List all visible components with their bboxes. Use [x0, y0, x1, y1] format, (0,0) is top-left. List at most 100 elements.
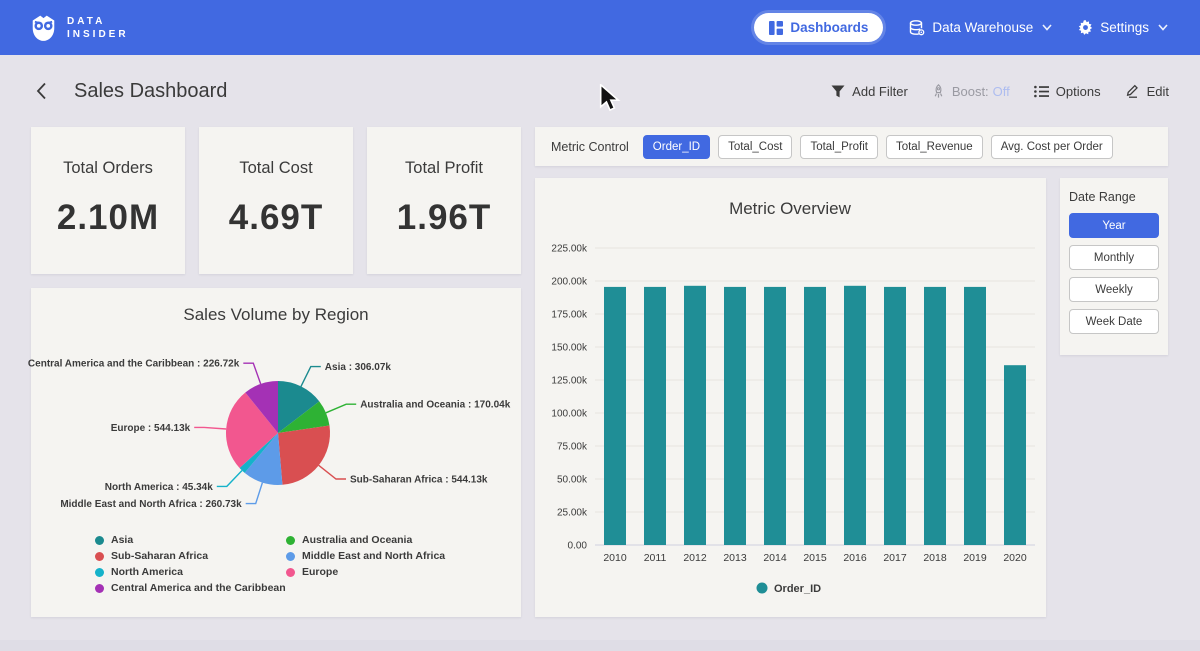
- bar-chart-title: Metric Overview: [729, 199, 852, 218]
- legend-item-asia[interactable]: Asia: [95, 534, 286, 546]
- metric-option-avg-cost-per-order[interactable]: Avg. Cost per Order: [991, 135, 1113, 159]
- brand-name: DATA INSIDER: [67, 15, 129, 41]
- legend-item-north-america[interactable]: North America: [95, 566, 286, 578]
- y-tick-label: 225.00k: [551, 244, 588, 255]
- sales-volume-chart-card: Sales Volume by Region Asia : 306.07k Aus…: [31, 288, 521, 617]
- y-tick-label: 75.00k: [557, 442, 588, 453]
- bar-2014[interactable]: [764, 287, 786, 545]
- bar-2010[interactable]: [604, 287, 626, 545]
- pie-legend: Asia Sub-Saharan Africa North America Centr…: [95, 534, 521, 594]
- metric-control-label: Metric Control: [551, 140, 629, 154]
- date-range-option-weekly[interactable]: Weekly: [1069, 277, 1159, 302]
- dashboard-grid-icon: [769, 21, 783, 35]
- x-tick-label: 2011: [644, 552, 667, 564]
- legend-dot: [95, 536, 104, 545]
- kpi-row: Total Orders 2.10M Total Cost 4.69T Tota…: [31, 127, 521, 274]
- bar-2019[interactable]: [964, 287, 986, 545]
- pie-slice-label: Middle East and North Africa : 260.73k: [60, 499, 242, 510]
- dashboards-label: Dashboards: [790, 20, 868, 35]
- edit-button[interactable]: Edit: [1125, 84, 1169, 99]
- kpi-card-total-profit: Total Profit 1.96T: [367, 127, 521, 274]
- list-options-icon: [1034, 85, 1049, 98]
- boost-value: Off: [993, 84, 1010, 99]
- x-tick-label: 2010: [603, 552, 627, 564]
- legend-item-sub-saharan-africa[interactable]: Sub-Saharan Africa: [95, 550, 286, 562]
- y-tick-label: 200.00k: [551, 277, 588, 288]
- bar-2017[interactable]: [884, 287, 906, 545]
- rocket-icon: [932, 84, 945, 99]
- y-tick-label: 50.00k: [557, 475, 588, 486]
- dashboards-button[interactable]: Dashboards: [754, 13, 883, 42]
- date-range-label: Date Range: [1069, 190, 1159, 204]
- date-range-option-monthly[interactable]: Monthly: [1069, 245, 1159, 270]
- date-range-panel: Date Range Year Monthly Weekly Week Date: [1060, 178, 1168, 355]
- back-button[interactable]: [31, 81, 51, 101]
- pie-leader-line: [326, 404, 356, 413]
- data-warehouse-label: Data Warehouse: [932, 20, 1033, 35]
- settings-menu[interactable]: Settings: [1078, 20, 1168, 35]
- y-tick-label: 25.00k: [557, 508, 588, 519]
- pie-leader-line: [243, 363, 260, 384]
- x-tick-label: 2013: [723, 552, 747, 564]
- brand-logo[interactable]: DATA INSIDER: [30, 14, 129, 42]
- bar-2018[interactable]: [924, 287, 946, 545]
- database-icon: [909, 20, 925, 36]
- pie-leader-line: [319, 465, 346, 479]
- metric-option-total-profit[interactable]: Total_Profit: [800, 135, 878, 159]
- bar-2016[interactable]: [844, 286, 866, 545]
- kpi-value: 1.96T: [397, 198, 492, 238]
- legend-item-europe[interactable]: Europe: [286, 566, 445, 578]
- bar-chart-svg: Metric Overview0.0025.00k50.00k75.00k100…: [535, 178, 1046, 617]
- legend-item-middle-east-and-north-africa[interactable]: Middle East and North Africa: [286, 550, 445, 562]
- pie-slice-label: North America : 45.34k: [105, 482, 213, 493]
- legend-dot: [95, 584, 104, 593]
- bar-2012[interactable]: [684, 286, 706, 545]
- bar-2015[interactable]: [804, 287, 826, 545]
- pie-slice-label: Central America and the Caribbean : 226.…: [28, 359, 240, 370]
- bar-2011[interactable]: [644, 287, 666, 545]
- pie-slice-label: Europe : 544.13k: [111, 423, 191, 434]
- y-tick-label: 150.00k: [551, 343, 588, 354]
- metric-option-order-id[interactable]: Order_ID: [643, 135, 710, 159]
- date-range-option-week-date[interactable]: Week Date: [1069, 309, 1159, 334]
- x-tick-label: 2017: [883, 552, 907, 564]
- date-range-option-year[interactable]: Year: [1069, 213, 1159, 238]
- kpi-label: Total Orders: [63, 159, 153, 178]
- y-tick-label: 175.00k: [551, 310, 588, 321]
- kpi-card-total-cost: Total Cost 4.69T: [199, 127, 353, 274]
- x-tick-label: 2019: [963, 552, 987, 564]
- bar-2013[interactable]: [724, 287, 746, 545]
- pie-slice-label: Australia and Oceania : 170.04k: [360, 400, 511, 411]
- bar-legend-dot: [757, 583, 768, 594]
- mouse-cursor: [599, 84, 623, 112]
- kpi-card-total-orders: Total Orders 2.10M: [31, 127, 185, 274]
- pie-slice-label: Asia : 306.07k: [325, 362, 392, 373]
- legend-item-central-america-and-the-caribbean[interactable]: Central America and the Caribbean: [95, 582, 286, 594]
- options-button[interactable]: Options: [1034, 84, 1101, 99]
- x-tick-label: 2016: [843, 552, 867, 564]
- bar-legend-label[interactable]: Order_ID: [774, 583, 821, 595]
- x-tick-label: 2020: [1003, 552, 1027, 564]
- chevron-left-icon: [36, 82, 47, 100]
- metric-option-total-revenue[interactable]: Total_Revenue: [886, 135, 983, 159]
- pie-leader-line: [194, 427, 226, 429]
- data-warehouse-menu[interactable]: Data Warehouse: [909, 20, 1052, 36]
- pie-leader-line: [301, 367, 321, 387]
- pie-chart-title: Sales Volume by Region: [31, 288, 521, 330]
- metric-control-bar: Metric Control Order_ID Total_Cost Total_P…: [535, 127, 1168, 166]
- pie-slice-sub-saharan-africa[interactable]: [278, 426, 330, 485]
- x-tick-label: 2012: [683, 552, 707, 564]
- boost-toggle[interactable]: Boost: Off: [932, 84, 1010, 99]
- x-tick-label: 2018: [923, 552, 947, 564]
- bar-2020[interactable]: [1004, 365, 1026, 545]
- legend-dot: [95, 552, 104, 561]
- y-tick-label: 100.00k: [551, 409, 588, 420]
- gear-icon: [1078, 20, 1093, 35]
- boost-label: Boost:: [952, 84, 989, 99]
- add-filter-button[interactable]: Add Filter: [831, 84, 908, 99]
- y-tick-label: 125.00k: [551, 376, 588, 387]
- metric-option-total-cost[interactable]: Total_Cost: [718, 135, 792, 159]
- legend-dot: [286, 568, 295, 577]
- legend-item-australia-and-oceania[interactable]: Australia and Oceania: [286, 534, 445, 546]
- kpi-label: Total Profit: [405, 159, 483, 178]
